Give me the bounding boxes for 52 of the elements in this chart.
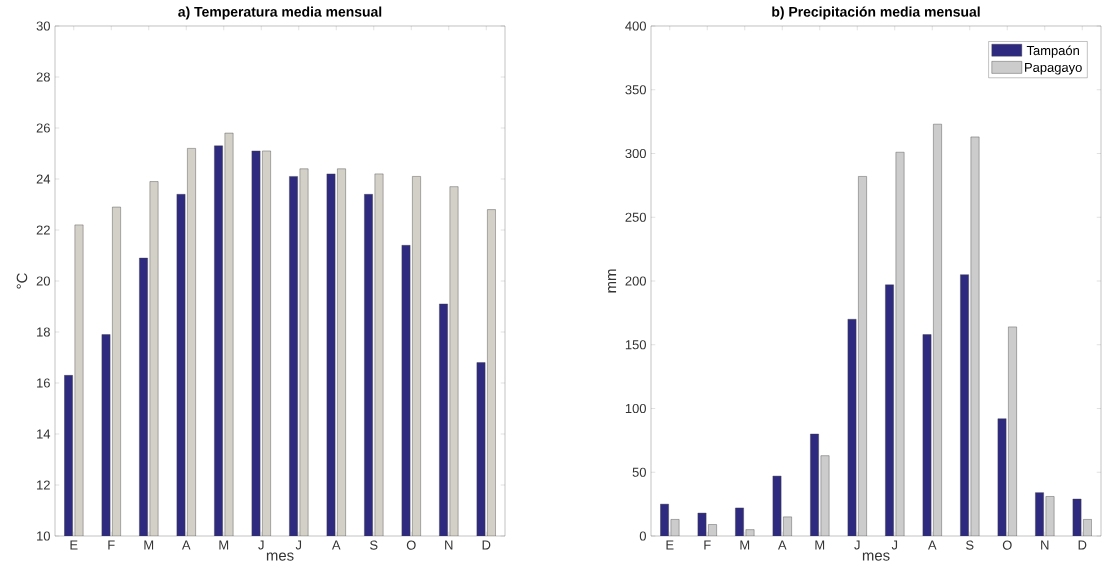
- x-tick-label: M: [219, 540, 229, 550]
- y-tick-label: 10: [37, 531, 50, 541]
- legend-label: Papagayo: [1025, 62, 1082, 75]
- x-tick-label: E: [666, 540, 674, 550]
- y-tick-label: 100: [625, 403, 646, 414]
- y-axis-title: mm: [608, 269, 617, 293]
- y-tick-label: 22: [36, 225, 50, 235]
- legend-label: Tampaón: [1026, 45, 1079, 58]
- y-tick-label: 400: [625, 21, 646, 31]
- chart-title: a) Temperatura media mensual: [178, 6, 382, 20]
- y-tick-label: 18: [37, 327, 50, 337]
- x-tick-label: D: [482, 540, 491, 550]
- x-tick-label: E: [70, 540, 78, 550]
- y-tick-label: 12: [37, 480, 50, 490]
- y-tick-label: 16: [37, 378, 50, 388]
- x-tick-label: J: [854, 540, 860, 550]
- y-tick-label: 20: [36, 276, 50, 286]
- y-tick-label: 24: [36, 174, 51, 184]
- x-tick-label: A: [927, 540, 937, 550]
- x-axis-title: mes: [862, 552, 890, 561]
- y-tick-label: 150: [625, 340, 646, 350]
- x-tick-label: N: [1041, 540, 1049, 550]
- x-tick-label: F: [108, 540, 115, 550]
- x-tick-label: O: [406, 540, 416, 550]
- x-axis-title: mes: [266, 552, 294, 561]
- x-tick-label: M: [740, 540, 750, 550]
- x-tick-label: F: [704, 540, 711, 550]
- y-tick-label: 300: [625, 148, 646, 159]
- chart-title: b) Precipitación media mensual: [772, 6, 980, 20]
- x-tick-label: A: [181, 540, 191, 550]
- y-axis-title: °C: [16, 273, 28, 289]
- x-tick-label: S: [966, 540, 974, 550]
- y-tick-label: 30: [36, 21, 50, 31]
- x-tick-label: N: [445, 540, 453, 550]
- x-tick-label: A: [331, 540, 341, 550]
- y-tick-label: 28: [36, 72, 50, 82]
- x-tick-label: S: [370, 540, 378, 550]
- x-tick-label: J: [891, 540, 898, 550]
- x-tick-label: O: [1002, 540, 1012, 550]
- y-tick-label: 50: [632, 467, 646, 477]
- x-tick-label: D: [1078, 540, 1087, 550]
- x-tick-label: J: [258, 540, 264, 550]
- x-tick-label: M: [815, 540, 825, 550]
- y-tick-label: 26: [36, 123, 50, 133]
- x-tick-label: A: [777, 540, 787, 550]
- y-tick-label: 350: [625, 85, 646, 95]
- y-tick-label: 250: [625, 212, 646, 222]
- x-tick-label: M: [144, 540, 154, 550]
- y-tick-label: 0: [639, 531, 646, 541]
- y-tick-label: 14: [37, 429, 51, 439]
- y-tick-label: 200: [625, 276, 646, 286]
- x-tick-label: J: [295, 540, 302, 550]
